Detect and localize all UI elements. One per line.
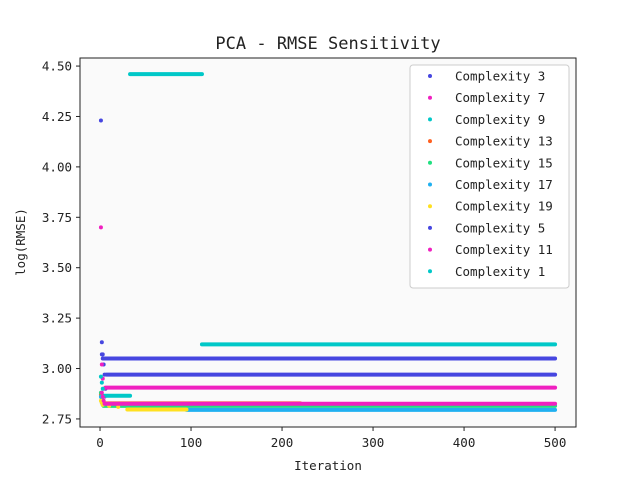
- legend-entry: Complexity 1: [455, 264, 545, 279]
- data-point: [100, 386, 105, 391]
- legend-marker: [428, 269, 432, 274]
- y-axis-label: log(RMSE): [13, 208, 28, 276]
- y-tick-label: 3.00: [42, 361, 72, 376]
- data-point: [100, 394, 105, 399]
- legend-entry: Complexity 3: [455, 69, 545, 84]
- legend-entry: Complexity 11: [455, 242, 553, 257]
- x-tick-label: 300: [362, 435, 385, 450]
- x-tick-label: 0: [96, 435, 104, 450]
- x-tick-label: 100: [180, 435, 203, 450]
- data-point: [116, 404, 121, 409]
- y-axis: 2.75 3.00 3.25 3.50 3.75 4.00 4.25 4.50: [42, 59, 80, 426]
- legend-marker: [428, 160, 432, 165]
- legend-entry: Complexity 15: [455, 155, 553, 170]
- legend-marker: [428, 117, 432, 122]
- legend-entry: Complexity 17: [455, 177, 553, 192]
- legend-entry: Complexity 9: [455, 112, 545, 127]
- x-tick-label: 200: [271, 435, 294, 450]
- series-2: [98, 374, 133, 398]
- data-point: [99, 352, 104, 357]
- legend-entry: Complexity 7: [455, 90, 545, 105]
- y-tick-label: 2.75: [42, 411, 72, 426]
- data-point: [99, 380, 104, 385]
- y-tick-label: 3.50: [42, 260, 72, 275]
- data-marks: [98, 72, 558, 412]
- x-axis: 0 100 200 300 400 500: [96, 427, 566, 450]
- y-tick-label: 3.75: [42, 210, 72, 225]
- data-point: [99, 390, 104, 395]
- y-tick-label: 3.25: [42, 311, 72, 326]
- legend-marker: [428, 182, 432, 187]
- data-point: [99, 340, 104, 345]
- legend-box: [409, 64, 570, 289]
- legend-entry: Complexity 5: [455, 220, 545, 235]
- y-tick-label: 4.00: [42, 159, 72, 174]
- data-point: [98, 374, 103, 379]
- data-point: [98, 118, 103, 123]
- legend: Complexity 3 Complexity 7 Complexity 9 Comp…: [409, 64, 570, 289]
- series-8: [99, 390, 558, 406]
- legend-marker: [428, 204, 432, 209]
- plot-frame: [79, 57, 577, 428]
- legend-marker: [428, 139, 432, 144]
- data-point: [99, 362, 104, 367]
- x-tick-label: 400: [453, 435, 476, 450]
- chart-title: PCA - RMSE Sensitivity: [215, 34, 440, 54]
- x-tick-label: 500: [544, 435, 567, 450]
- legend-entry: Complexity 19: [455, 199, 553, 214]
- y-tick-label: 4.50: [42, 59, 72, 74]
- legend-marker: [428, 95, 432, 100]
- x-axis-label: Iteration: [294, 458, 362, 473]
- legend-entry: Complexity 13: [455, 134, 553, 149]
- y-tick-label: 4.25: [42, 109, 72, 124]
- legend-marker: [428, 247, 432, 252]
- series-7: [99, 352, 558, 361]
- legend-marker: [428, 225, 432, 230]
- legend-marker: [428, 74, 432, 78]
- data-point: [98, 225, 103, 230]
- data-point: [101, 398, 106, 403]
- series-9: [128, 72, 558, 347]
